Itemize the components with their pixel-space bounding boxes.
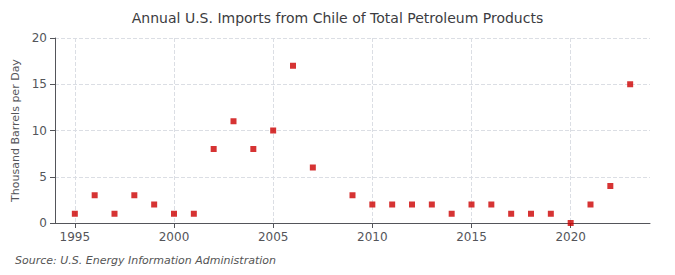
svg-text:15: 15 <box>32 77 47 91</box>
svg-text:Source: U.S. Energy Informatio: Source: U.S. Energy Information Administ… <box>15 254 276 267</box>
svg-text:2015: 2015 <box>456 230 487 244</box>
svg-text:5: 5 <box>39 170 47 184</box>
svg-text:Annual U.S. Imports from Chile: Annual U.S. Imports from Chile of Total … <box>132 10 543 26</box>
svg-text:2020: 2020 <box>555 230 586 244</box>
svg-text:2000: 2000 <box>159 230 190 244</box>
svg-text:1995: 1995 <box>60 230 91 244</box>
svg-text:2005: 2005 <box>258 230 289 244</box>
svg-text:10: 10 <box>32 124 47 138</box>
svg-text:0: 0 <box>39 216 47 230</box>
svg-text:Thousand Barrels per Day: Thousand Barrels per Day <box>9 59 22 203</box>
svg-text:2010: 2010 <box>357 230 388 244</box>
svg-text:20: 20 <box>32 31 47 45</box>
